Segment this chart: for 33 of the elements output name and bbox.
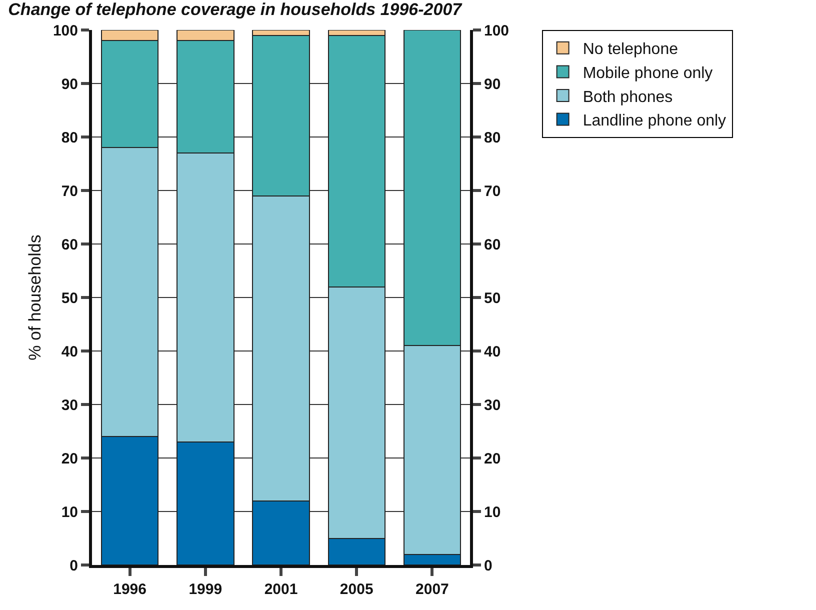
chart-title: Change of telephone coverage in households 1996-2007 [8,0,464,19]
legend-label: No telephone [582,41,678,58]
y-tick-label: 70 [61,182,78,200]
y-tick-label: 80 [61,129,78,146]
y-tick-label: 0 [70,557,78,574]
y-tick-label: 50 [61,290,78,307]
y2-tick-label: 70 [484,182,501,200]
y2-tick-label: 50 [484,290,501,307]
y-tick-label: 30 [61,396,78,414]
x-tick-label: 2005 [340,581,374,598]
y-tick-label: 40 [61,343,78,360]
x-tick-label: 2007 [416,581,449,598]
y-tick-label: 10 [61,504,78,521]
y-tick-label: 90 [61,76,78,93]
y-axis-title: % of households [26,234,45,360]
y-tick-label: 20 [61,450,78,468]
legend-label: Landline phone only [582,112,726,130]
y2-tick-label: 0 [484,557,492,574]
y2-tick-label: 60 [484,236,501,254]
y-tick-label: 100 [52,22,78,40]
y2-tick-label: 100 [484,22,510,40]
x-tick-label: 1999 [188,581,222,598]
y2-tick-label: 30 [484,396,501,414]
x-tick-label: 2001 [264,581,298,598]
y2-tick-label: 10 [484,504,501,521]
y2-tick-label: 20 [484,450,501,468]
x-tick-label: 1996 [113,581,146,598]
y2-tick-label: 90 [484,76,501,93]
legend-label: Both phones [582,88,673,106]
legend-label: Mobile phone only [582,64,713,82]
y2-tick-label: 40 [484,343,501,360]
y2-tick-label: 80 [484,129,501,146]
y-tick-label: 60 [61,236,78,254]
